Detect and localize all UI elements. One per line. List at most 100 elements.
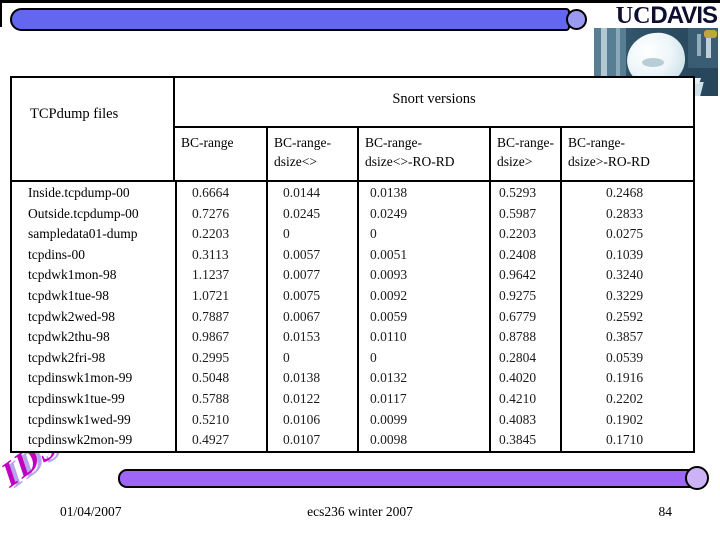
table-cell-value: 0.0093 <box>370 267 408 283</box>
table-row-filename: tcpdinswk2mon-99 <box>28 432 133 448</box>
footer-page-number: 84 <box>658 504 673 519</box>
table-cell-value: 0.0138 <box>283 370 321 386</box>
value-column-3: 0.5293 0.5987 0.2203 0.2408 0.9642 0.9275 0.67… <box>489 180 560 451</box>
table-cell-value: 0.4210 <box>499 390 537 406</box>
column-header-line: BC-range <box>181 135 234 150</box>
table-cell-value: 0.1902 <box>605 411 644 427</box>
table-cell-value: 0.9642 <box>499 267 537 283</box>
table-cell-value: 0.0245 <box>283 205 321 221</box>
table-cell-value: 0.9275 <box>499 287 537 303</box>
column-header-bc-range-dsize-between: BC-range-dsize<> <box>266 126 357 180</box>
top-edge-strip <box>0 0 720 3</box>
table-cell-value: 0.0106 <box>283 411 321 427</box>
value-column-4: 0.2468 0.2833 0.0275 0.1039 0.3240 0.3229 0.25… <box>560 180 693 451</box>
table-cell-value: 0.0153 <box>283 329 321 345</box>
table-row-filename: tcpdins-00 <box>28 246 85 262</box>
table-cell-value: 0.2408 <box>499 246 537 262</box>
table-cell-value: 0.2468 <box>605 185 644 200</box>
table-cell-value: 0.6664 <box>192 185 230 200</box>
footer-course-label: ecs236 winter 2007 <box>307 504 413 519</box>
table-cell-value: 0.0539 <box>605 349 644 365</box>
table-cell-value: 0.5788 <box>192 390 230 406</box>
table-cell-value: 0.5048 <box>192 370 230 386</box>
table-cell-value: 0.7887 <box>192 308 230 324</box>
column-header-bc-range-dsize-between-ro-rd: BC-range-dsize<>-RO-RD <box>357 126 489 180</box>
table-cell-value: 0.2203 <box>192 226 230 242</box>
table-row-filename: Outside.tcpdump-00 <box>28 205 139 221</box>
photo-window <box>697 34 701 56</box>
table-cell-value: 0.3845 <box>499 432 537 448</box>
table-cell-value: 0.0099 <box>370 411 408 427</box>
table-row-filename: sampledata01-dump <box>28 226 138 242</box>
table-cell-value: 0.0107 <box>283 432 321 448</box>
column-header-bc-range-dsize-gt-ro-rd: BC-range-dsize>-RO-RD <box>560 126 693 180</box>
bottom-decor-bar <box>118 469 698 488</box>
results-table: TCPdump files Snort versions BC-range BC… <box>10 76 695 453</box>
table-cell-value: 0.2995 <box>192 349 230 365</box>
table-cell-value: 0.2203 <box>499 226 537 242</box>
table-cell-value: 0.0092 <box>370 287 408 303</box>
table-cell-value: 0.3229 <box>605 287 644 303</box>
table-row-filename: tcpdwk1mon-98 <box>28 267 117 283</box>
table-cell-value: 0.0110 <box>370 329 407 345</box>
table-row-filename: Inside.tcpdump-00 <box>28 185 130 200</box>
table-cell-value: 0.6779 <box>499 308 537 324</box>
table-row-filename: tcpdwk2fri-98 <box>28 349 106 365</box>
top-decor-bar <box>10 8 570 31</box>
table-cell-value: 0 <box>370 226 377 242</box>
table-cell-value: 0.0057 <box>283 246 321 262</box>
photo-pillar <box>601 28 607 96</box>
column-header-line: BC-range- <box>274 135 331 150</box>
table-cell-value: 0.0117 <box>370 390 407 406</box>
photo-egg-crease <box>642 58 664 67</box>
table-cell-value: 0.9867 <box>192 329 230 345</box>
value-column-0: 0.6664 0.7276 0.2203 0.3113 1.1237 1.0721 0.78… <box>175 180 266 451</box>
table-cell-value: 0.5987 <box>499 205 537 221</box>
table-cell-value: 0.0249 <box>370 205 408 221</box>
table-cell-value: 0.3857 <box>605 329 644 345</box>
table-row-filename: tcpdwk2wed-98 <box>28 308 115 324</box>
table-cell-value: 0.0075 <box>283 287 321 303</box>
table-cell-value: 0.5293 <box>499 185 537 200</box>
value-column-1: 0.0144 0.0245 0 0.0057 0.0077 0.0075 0.0067 0.0… <box>266 180 357 451</box>
table-cell-value: 0.2592 <box>605 308 644 324</box>
table-cell-value: 0.5210 <box>192 411 230 427</box>
group-header-cell: Snort versions <box>392 91 476 107</box>
table-cell-value: 0.3113 <box>192 246 229 262</box>
column-header-line: dsize<>-RO-RD <box>365 154 455 169</box>
table-cell-value: 0.3240 <box>605 267 644 283</box>
column-header-line: BC-range- <box>365 135 422 150</box>
table-cell-value: 0 <box>283 226 290 242</box>
column-header-line: BC-range- <box>497 135 554 150</box>
column-header-line: dsize<> <box>274 154 317 169</box>
column-header-bc-range: BC-range <box>175 126 266 180</box>
table-row-filename: tcpdwk1tue-98 <box>28 287 109 303</box>
table-cell-value: 0.0132 <box>370 370 408 386</box>
table-cell-value: 0.0138 <box>370 185 408 200</box>
table-cell-value: 0.0067 <box>283 308 321 324</box>
column-header-line: BC-range- <box>568 135 625 150</box>
table-cell-value: 0.2804 <box>499 349 537 365</box>
footer-date: 01/04/2007 <box>60 504 122 519</box>
table-cell-value: 0.4083 <box>499 411 537 427</box>
left-edge-tick <box>0 0 2 27</box>
table-cell-value: 1.0721 <box>192 287 230 303</box>
table-cell-value: 0.2833 <box>605 205 644 221</box>
photo-streetlight <box>704 30 717 38</box>
table-cell-value: 0.0077 <box>283 267 321 283</box>
table-cell-value: 0.7276 <box>192 205 230 221</box>
table-cell-value: 0.8788 <box>499 329 537 345</box>
table-row-filename: tcpdwk2thu-98 <box>28 329 110 345</box>
table-cell-value: 0.0144 <box>283 185 321 200</box>
table-cell-value: 0.0275 <box>605 226 644 242</box>
column-header-line: dsize>-RO-RD <box>568 154 650 169</box>
file-column: Inside.tcpdump-00 Outside.tcpdump-00 sampl… <box>12 180 175 451</box>
logo-uc-text: UC <box>615 3 651 29</box>
table-row-filename: tcpdinswk1wed-99 <box>28 411 131 427</box>
table-cell-value: 0.0059 <box>370 308 408 324</box>
photo-window <box>706 32 711 58</box>
table-cell-value: 0.1710 <box>605 432 644 448</box>
top-decor-bar-cap <box>566 9 587 30</box>
table-row-filename: tcpdinswk1tue-99 <box>28 390 125 406</box>
